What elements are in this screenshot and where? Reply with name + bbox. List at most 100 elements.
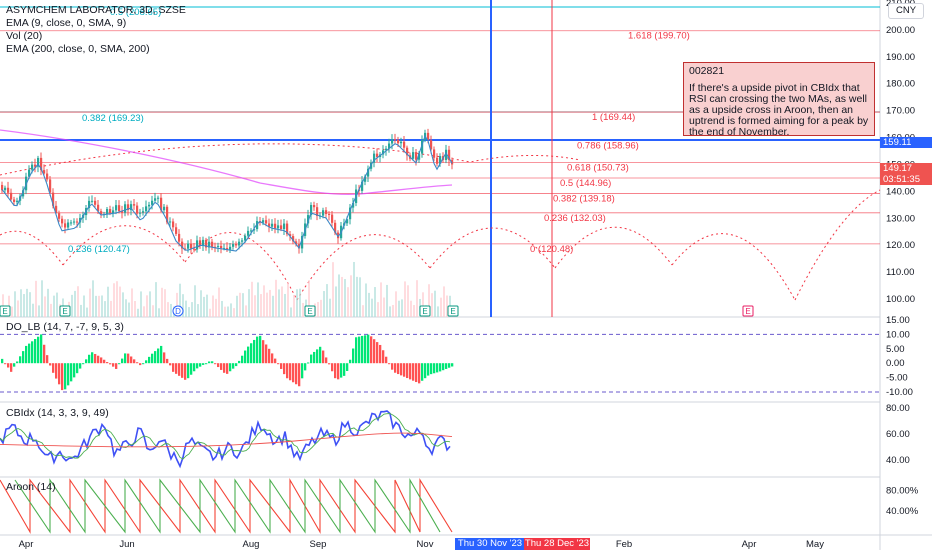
ema9-legend[interactable]: EMA (9, close, 0, SMA, 9) — [6, 17, 127, 29]
volume-bar — [329, 298, 331, 317]
aroon-pane[interactable] — [0, 317, 491, 535]
dolb-histogram-bar — [358, 336, 361, 364]
currency-selector[interactable]: CNY — [888, 3, 924, 19]
candle-body — [385, 148, 388, 151]
candle-body — [376, 153, 379, 158]
volume-bar — [32, 303, 34, 317]
axes: 210.00200.00190.00180.00170.00160.00150.… — [19, 0, 919, 550]
candle-body — [328, 213, 331, 215]
dolb-histogram-bar — [277, 363, 280, 365]
candle-body — [199, 240, 202, 246]
fib-label: 1 (169.44) — [592, 112, 635, 123]
dolb-histogram-bar — [451, 363, 454, 367]
candle-body — [337, 232, 340, 239]
dolb-histogram-bar — [433, 363, 436, 374]
red-date-tag: Thu 28 Dec '23 — [524, 538, 590, 550]
candle-body — [106, 209, 109, 215]
dolb-histogram-bar — [97, 355, 100, 364]
volume-bar — [392, 304, 394, 317]
cycle-arc — [671, 233, 796, 301]
price-axis-label: 100.00 — [886, 294, 915, 305]
candle-body — [67, 222, 70, 228]
candle-body — [31, 164, 34, 170]
candle-body — [202, 239, 205, 246]
volume-bar — [251, 281, 253, 317]
volume-bar — [224, 306, 226, 317]
volume-bar — [158, 308, 160, 317]
dolb-histogram-bar — [286, 363, 289, 379]
volume-bar — [326, 284, 328, 317]
candle-body — [133, 204, 136, 206]
candle-body — [433, 149, 436, 158]
price-axis-label: 170.00 — [886, 106, 915, 117]
candle-body — [211, 241, 214, 247]
dolb-histogram-bar — [49, 363, 52, 366]
dolb-histogram-bar — [352, 348, 355, 364]
volume-bar — [242, 293, 244, 317]
cbidx-pane[interactable] — [0, 317, 491, 535]
volume-bar — [218, 287, 220, 317]
volume-bar — [278, 289, 280, 317]
candle-body — [154, 198, 157, 201]
dolb-histogram-bar — [25, 345, 28, 364]
dolb-histogram-bar — [313, 351, 316, 364]
do-lb-pane[interactable] — [0, 317, 880, 535]
dolb-histogram-bar — [196, 363, 199, 369]
dolb-histogram-bar — [19, 356, 22, 364]
price-axis-label: 190.00 — [886, 52, 915, 63]
do-lb-label[interactable]: DO_LB (14, 7, -7, 9, 5, 3) — [6, 321, 124, 333]
dolb-histogram-bar — [307, 362, 310, 364]
volume-bar — [38, 305, 40, 317]
candle-body — [118, 205, 121, 212]
aroon-up-line — [0, 477, 453, 535]
volume-bar — [14, 291, 16, 317]
aroon-label[interactable]: Aroon (14) — [6, 481, 56, 493]
blue-date-tag: Thu 30 Nov '23 — [455, 538, 525, 550]
cycle-arc — [0, 143, 581, 176]
candle-body — [310, 205, 313, 216]
symbol-title[interactable]: ASYMCHEM LABORATOR, 3D, SZSE — [6, 4, 186, 16]
dolb-histogram-bar — [256, 336, 259, 364]
candle-body — [277, 225, 280, 229]
candle-body — [439, 156, 442, 164]
volume-legend[interactable]: Vol (20) — [6, 30, 43, 42]
candle-body — [70, 222, 73, 224]
event-label: E — [450, 307, 455, 316]
volume-bar — [344, 279, 346, 317]
candle-body — [388, 143, 391, 149]
volume-bar — [119, 286, 121, 317]
dolb-histogram-bar — [16, 361, 19, 364]
cbidx-label[interactable]: CBIdx (14, 3, 3, 9, 49) — [6, 407, 109, 419]
dolb-histogram-bar — [388, 363, 391, 365]
candle-body — [46, 173, 49, 180]
volume-bar — [347, 287, 349, 317]
volume-bar — [434, 290, 436, 317]
dolb-histogram-bar — [127, 353, 130, 364]
time-axis-label: Nov — [417, 539, 434, 550]
dolb-histogram-bar — [136, 362, 139, 364]
candle-body — [142, 211, 145, 213]
volume-bar — [203, 296, 205, 317]
candle-body — [61, 218, 64, 224]
candle-body — [223, 248, 226, 250]
text-note[interactable]: 002821 If there's a upside pivot in CBId… — [683, 62, 875, 136]
volume-bar — [395, 291, 397, 317]
dolb-histogram-bar — [31, 341, 34, 364]
dolb-histogram-bar — [406, 363, 409, 379]
volume-bar — [350, 275, 352, 317]
dolb-histogram-bar — [391, 363, 394, 370]
volume-bar — [137, 308, 139, 317]
candle-body — [40, 157, 43, 171]
candle-body — [427, 132, 430, 141]
dolb-axis-label: 10.00 — [886, 329, 910, 340]
fib-left-label: 0.382 (169.23) — [82, 113, 144, 124]
price-pane[interactable]: 0.382 (169.23) 0.236 (120.47) 0.5 (208.65)… — [0, 0, 881, 317]
time-axis-label: Apr — [742, 539, 757, 550]
volume-bar — [236, 295, 238, 317]
dolb-histogram-bar — [394, 363, 397, 373]
dolb-histogram-bar — [184, 363, 187, 380]
dolb-histogram-bar — [160, 345, 163, 364]
dolb-histogram-bar — [322, 350, 325, 364]
ema200-legend[interactable]: EMA (200, close, 0, SMA, 200) — [6, 43, 150, 55]
